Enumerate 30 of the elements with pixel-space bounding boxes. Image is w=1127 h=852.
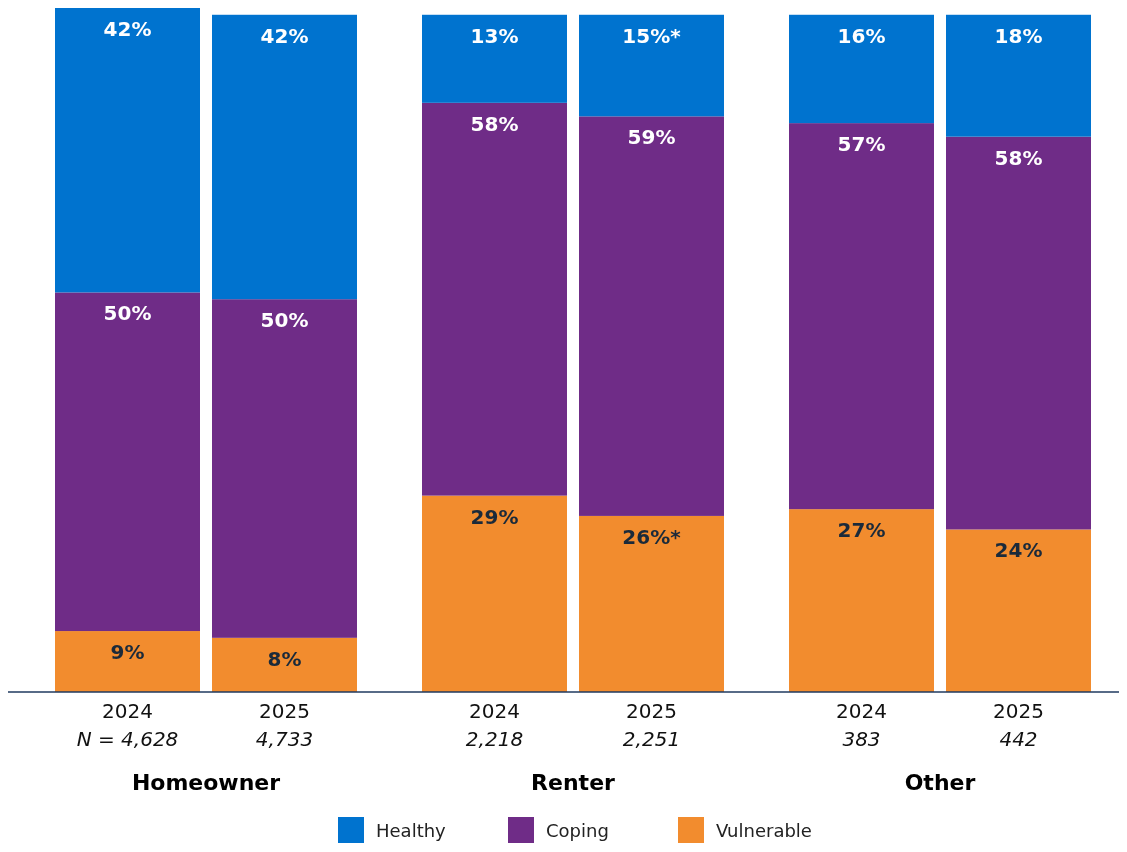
x-tick-label: 2025 2,251: [622, 699, 681, 751]
legend-label: Vulnerable: [716, 820, 812, 841]
data-label: 58%: [470, 111, 519, 136]
data-label: 58%: [994, 145, 1043, 170]
x-tick-label: 2024 N = 4,628: [76, 699, 179, 751]
text: Other: [904, 770, 976, 795]
x-tick-label: 2025 4,733: [255, 699, 314, 751]
data-label: 42%: [260, 23, 309, 48]
data-label: 13%: [470, 23, 519, 48]
data-label: 26%*: [622, 524, 682, 549]
data-label: 9%: [110, 640, 145, 665]
x-tick-label: 2025 442: [993, 699, 1044, 751]
data-label: 50%: [103, 301, 152, 326]
data-label: 18%: [994, 23, 1043, 48]
data-label: 50%: [260, 308, 309, 333]
data-label: 57%: [837, 132, 886, 157]
data-label: 8%: [267, 646, 302, 671]
data-label: 27%: [837, 518, 886, 543]
text: Homeowner: [131, 770, 281, 795]
data-label: 29%: [470, 504, 519, 529]
x-tick-label: 2024 2,218: [465, 699, 524, 751]
text: Renter: [531, 770, 616, 795]
data-label: 59%: [627, 125, 676, 150]
data-label: 42%: [103, 17, 152, 41]
data-label: 15%*: [622, 23, 682, 48]
data-label: 16%: [837, 23, 886, 48]
x-tick-label: 2024 383: [836, 699, 887, 751]
legend-label: Coping: [546, 820, 609, 841]
legend-label: Healthy: [376, 820, 447, 841]
data-label: 24%: [994, 538, 1043, 563]
